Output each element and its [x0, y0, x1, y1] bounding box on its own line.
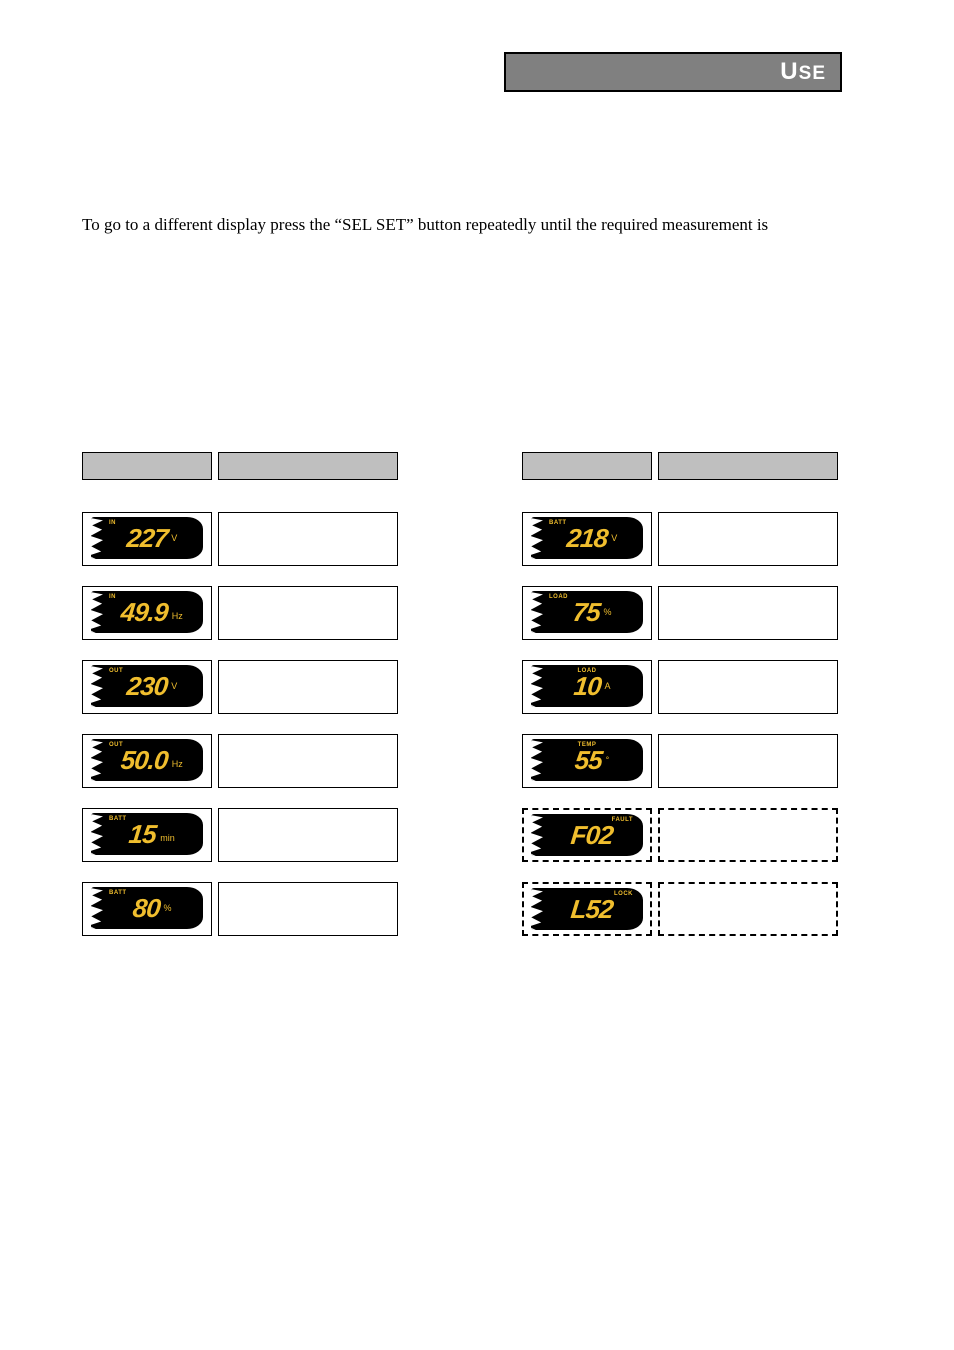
description-box	[218, 882, 398, 936]
lcd-value: 10	[572, 673, 602, 699]
description-box	[658, 882, 838, 936]
header-cell	[218, 452, 398, 480]
lcd-unit: A	[604, 681, 610, 691]
lcd-content: 80%	[91, 895, 203, 921]
display-row: IN227V	[82, 512, 422, 566]
lcd-screen: BATT80%	[91, 887, 203, 929]
description-box	[658, 734, 838, 788]
lcd-content: 75%	[531, 599, 643, 625]
display-row: BATT80%	[82, 882, 422, 936]
lcd-content: L52	[531, 896, 643, 922]
lcd-box: IN227V	[82, 512, 212, 566]
lcd-value: 75	[571, 599, 601, 625]
description-box	[218, 586, 398, 640]
lcd-screen: LOCKL52	[531, 888, 643, 930]
lcd-value: 230	[125, 673, 168, 699]
lcd-box: IN49.9Hz	[82, 586, 212, 640]
left-col-header	[82, 452, 422, 480]
description-box	[218, 808, 398, 862]
lcd-unit: V	[171, 681, 177, 691]
description-box	[658, 512, 838, 566]
display-row: OUT50.0Hz	[82, 734, 422, 788]
description-box	[218, 512, 398, 566]
display-row: LOAD10A	[522, 660, 862, 714]
left-column: IN227V IN49.9Hz OUT230V OUT50.0Hz BATT15min B…	[82, 452, 422, 956]
lcd-unit: %	[603, 607, 611, 617]
lcd-box: BATT80%	[82, 882, 212, 936]
lcd-screen: IN49.9Hz	[91, 591, 203, 633]
lcd-box: OUT230V	[82, 660, 212, 714]
lcd-screen: LOAD75%	[531, 591, 643, 633]
lcd-box: FAULTF02	[522, 808, 652, 862]
lcd-content: 55°	[531, 747, 643, 773]
display-row: LOCKL52	[522, 882, 862, 936]
display-row: BATT218V	[522, 512, 862, 566]
lcd-content: 227V	[91, 525, 203, 551]
lcd-unit: V	[171, 533, 177, 543]
display-columns: IN227V IN49.9Hz OUT230V OUT50.0Hz BATT15min B…	[82, 452, 872, 956]
lcd-box: LOAD10A	[522, 660, 652, 714]
title-main: U	[780, 58, 798, 85]
lcd-value: L52	[570, 896, 615, 922]
lcd-unit: min	[160, 833, 175, 847]
section-header: USE	[504, 52, 842, 92]
lcd-box: TEMP55°	[522, 734, 652, 788]
lcd-content: 15min	[91, 821, 203, 847]
title-rest: SE	[799, 63, 826, 84]
lcd-screen: OUT230V	[91, 665, 203, 707]
display-row: FAULTF02	[522, 808, 862, 862]
display-row: OUT230V	[82, 660, 422, 714]
lcd-value: F02	[570, 822, 615, 848]
lcd-value: 50.0	[120, 747, 169, 773]
lcd-screen: TEMP55°	[531, 739, 643, 781]
lcd-content: 230V	[91, 673, 203, 699]
lcd-box: BATT218V	[522, 512, 652, 566]
lcd-box: LOCKL52	[522, 882, 652, 936]
lcd-box: LOAD75%	[522, 586, 652, 640]
lcd-value: 49.9	[120, 599, 169, 625]
lcd-content: 10A	[531, 673, 643, 699]
section-title: USE	[780, 58, 826, 86]
header-cell	[658, 452, 838, 480]
lcd-value: 80	[131, 895, 161, 921]
lcd-content: 50.0Hz	[91, 747, 203, 773]
lcd-content: 49.9Hz	[91, 599, 203, 625]
description-box	[218, 660, 398, 714]
intro-text: To go to a different display press the “…	[82, 213, 884, 237]
display-row: TEMP55°	[522, 734, 862, 788]
lcd-value: 218	[565, 525, 608, 551]
lcd-value: 227	[125, 525, 168, 551]
display-row: IN49.9Hz	[82, 586, 422, 640]
description-box	[218, 734, 398, 788]
lcd-unit: Hz	[172, 611, 183, 625]
lcd-screen: OUT50.0Hz	[91, 739, 203, 781]
lcd-box: BATT15min	[82, 808, 212, 862]
description-box	[658, 660, 838, 714]
lcd-screen: BATT218V	[531, 517, 643, 559]
lcd-box: OUT50.0Hz	[82, 734, 212, 788]
description-box	[658, 808, 838, 862]
right-column: BATT218V LOAD75% LOAD10A TEMP55° FAULTF02 LOC…	[522, 452, 862, 956]
lcd-screen: BATT15min	[91, 813, 203, 855]
right-col-header	[522, 452, 862, 480]
display-row: BATT15min	[82, 808, 422, 862]
lcd-content: 218V	[531, 525, 643, 551]
lcd-screen: FAULTF02	[531, 814, 643, 856]
lcd-unit: °	[606, 755, 610, 765]
header-cell	[522, 452, 652, 480]
header-cell	[82, 452, 212, 480]
lcd-content: F02	[531, 822, 643, 848]
lcd-screen: LOAD10A	[531, 665, 643, 707]
lcd-screen: IN227V	[91, 517, 203, 559]
description-box	[658, 586, 838, 640]
lcd-unit: %	[163, 903, 171, 913]
lcd-unit: Hz	[172, 759, 183, 773]
display-row: LOAD75%	[522, 586, 862, 640]
lcd-unit: V	[611, 533, 617, 543]
lcd-value: 55	[573, 747, 603, 773]
lcd-value: 15	[128, 821, 158, 847]
